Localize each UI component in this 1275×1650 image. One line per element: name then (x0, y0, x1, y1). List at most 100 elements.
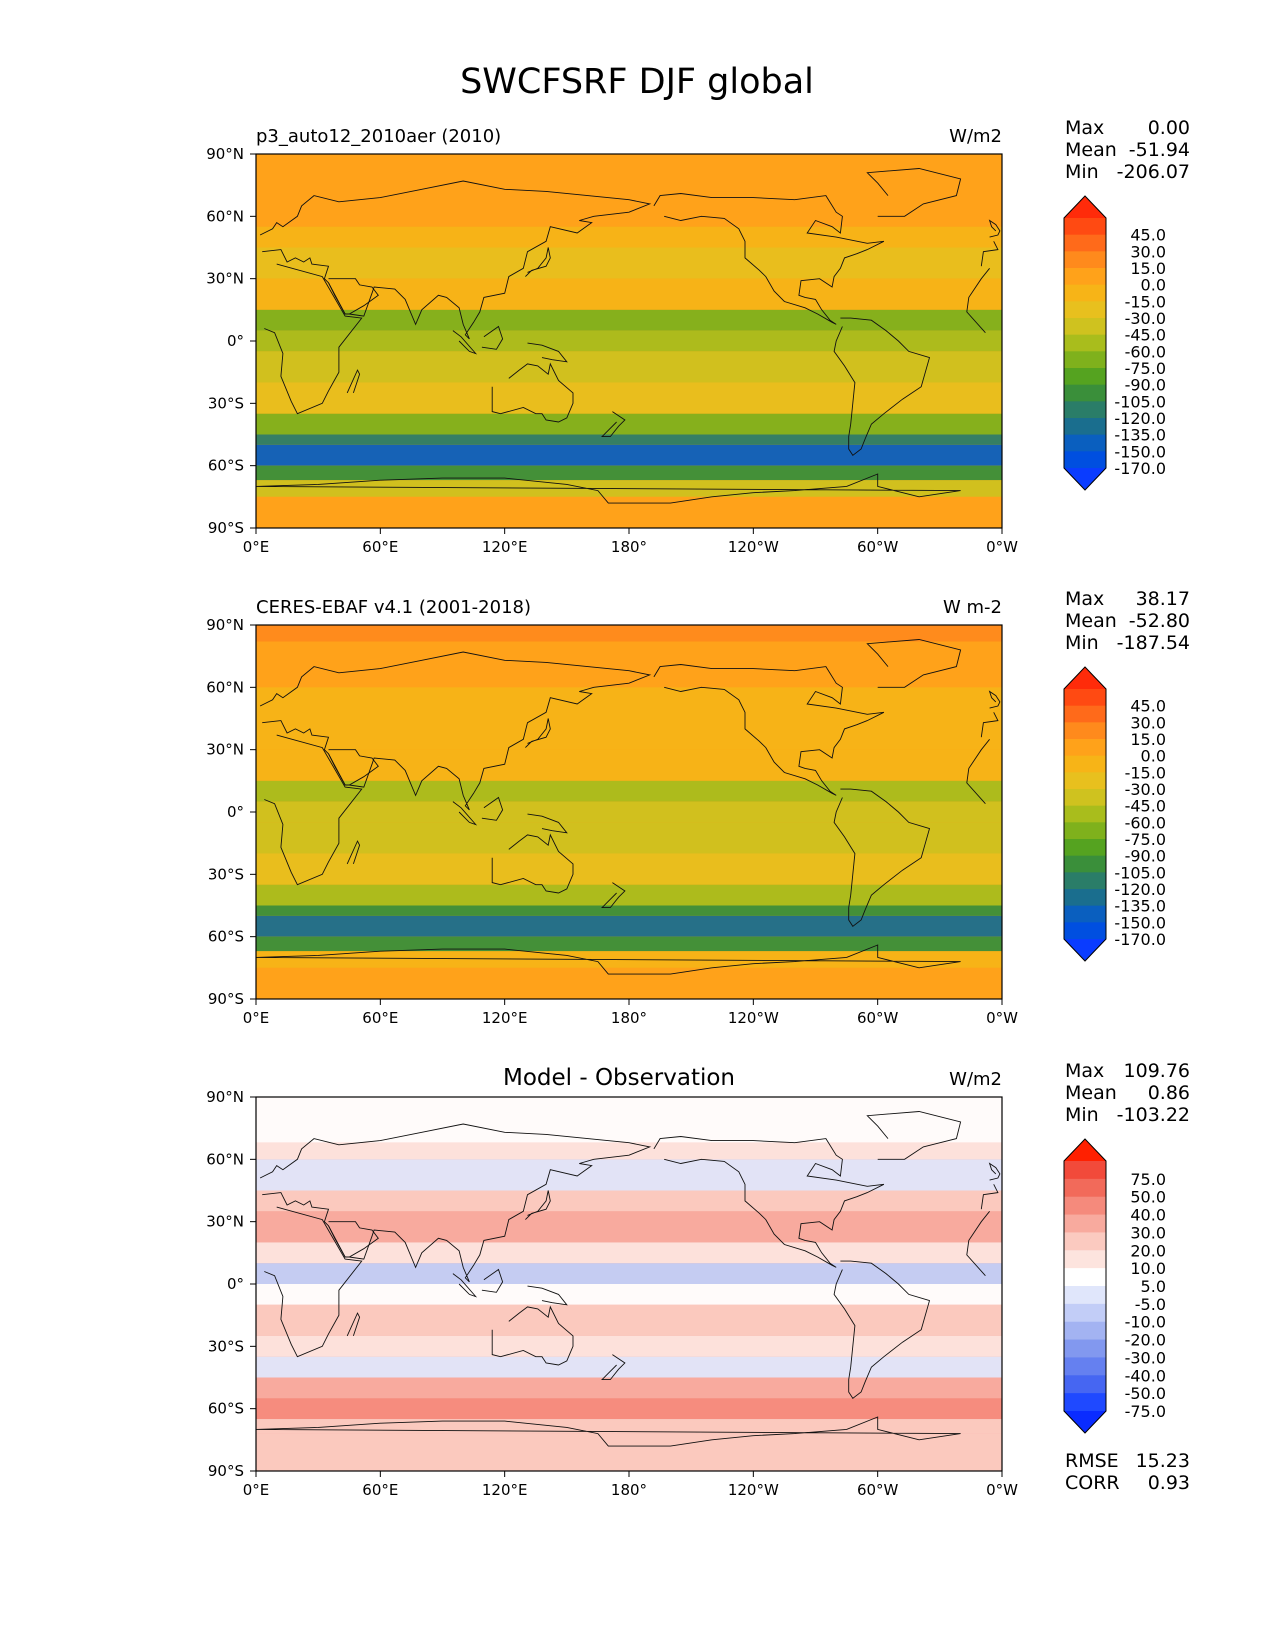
colorbar-label: 15.0 (1130, 259, 1166, 278)
lat-tick-label: 30°S (208, 865, 244, 883)
colorbar: 45.030.015.00.0-15.0-30.0-45.0-60.0-75.0… (1063, 195, 1166, 491)
lon-tick-label: 60°E (362, 538, 398, 556)
field-band (256, 1433, 1002, 1471)
stat-label: Mean (1065, 610, 1117, 632)
colorbar-extend-min (1064, 468, 1106, 490)
colorbar-label: -50.0 (1125, 1384, 1166, 1403)
colorbar-label: -30.0 (1125, 780, 1166, 799)
lat-tick-label: 0° (227, 332, 244, 350)
coastline (491, 833, 574, 894)
field-band (256, 195, 1002, 227)
field-band (256, 444, 1002, 466)
colorbar-bin (1064, 318, 1106, 336)
colorbar-bin (1064, 855, 1106, 873)
stat-value: -52.80 (1129, 610, 1190, 632)
colorbar-bin (1064, 1286, 1106, 1305)
lon-tick-label: 60°W (857, 1009, 899, 1027)
colorbar-bin (1064, 1250, 1106, 1269)
field-band (256, 1284, 1002, 1305)
field-band (256, 884, 1002, 906)
stat-label: Max (1065, 1060, 1104, 1082)
colorbar-bin (1064, 401, 1106, 419)
colorbar-label: -60.0 (1125, 813, 1166, 832)
stat-value: 0.86 (1148, 1082, 1190, 1104)
colorbar-label: 45.0 (1130, 226, 1166, 245)
colorbar-label: -120.0 (1114, 880, 1166, 899)
field-band (256, 309, 1002, 331)
colorbar-bin (1064, 218, 1106, 236)
coastline (346, 369, 361, 394)
field-band (256, 1211, 1002, 1243)
panel-title: Model - Observation (503, 1065, 735, 1091)
coastline (833, 1260, 931, 1399)
coastline (264, 734, 990, 886)
field-band (256, 641, 1002, 688)
colorbar-label: 50.0 (1130, 1188, 1166, 1207)
field-band (256, 801, 1002, 823)
colorbar-bin (1064, 301, 1106, 319)
stat-label: CORR (1065, 1472, 1120, 1494)
coastline (866, 639, 962, 688)
colorbar-bin (1064, 739, 1106, 757)
figure-title: SWCFSRF DJF global (460, 62, 814, 102)
field-band (256, 1242, 1002, 1264)
stat-value: -103.22 (1117, 1104, 1190, 1126)
stat-value: 0.93 (1148, 1472, 1190, 1494)
coastline (833, 317, 931, 456)
lat-tick-label: 90°N (206, 145, 244, 163)
coastline (525, 1190, 551, 1220)
stat-value: 38.17 (1136, 588, 1190, 610)
field-band (256, 687, 1002, 719)
colorbar-label: -170.0 (1114, 459, 1166, 478)
colorbar-bin (1064, 351, 1106, 369)
colorbar-label: 30.0 (1130, 1223, 1166, 1242)
panel-title: CERES-EBAF v4.1 (2001-2018) (256, 597, 531, 618)
lat-tick-label: 60°S (208, 457, 244, 475)
colorbar-extend-max (1064, 667, 1106, 689)
colorbar-bin (1064, 1178, 1106, 1198)
field-band (256, 822, 1002, 854)
colorbar-label: -30.0 (1125, 1348, 1166, 1367)
field-band (256, 434, 1002, 445)
lon-tick-label: 120°W (728, 1009, 779, 1027)
colorbar-label: 45.0 (1130, 697, 1166, 716)
field-band (256, 1263, 1002, 1284)
coastline (653, 664, 885, 796)
colorbar-label: 75.0 (1130, 1170, 1166, 1189)
field-band (256, 496, 1002, 528)
colorbar-bin (1064, 1339, 1106, 1358)
panel-title: p3_auto12_2010aer (2010) (256, 126, 501, 147)
stat-value: 0.00 (1148, 117, 1190, 139)
coastline (328, 1221, 379, 1258)
field-band (256, 1142, 1002, 1160)
colorbar-label: -10.0 (1125, 1313, 1166, 1332)
colorbar-bin (1064, 722, 1106, 740)
field-band (256, 915, 1002, 937)
field-band (256, 247, 1002, 279)
colorbar-label: -60.0 (1125, 342, 1166, 361)
colorbar-bin (1064, 268, 1106, 286)
lon-tick-label: 0°W (986, 1481, 1018, 1499)
coastline (491, 1305, 574, 1366)
field-band (256, 1398, 1002, 1420)
field-band (256, 780, 1002, 802)
lat-tick-label: 30°N (206, 741, 244, 759)
field-band (256, 154, 1002, 196)
coastline (601, 1354, 626, 1381)
lon-tick-label: 60°E (362, 1481, 398, 1499)
field-band (256, 718, 1002, 750)
lon-tick-label: 0°W (986, 1009, 1018, 1027)
colorbar-bin (1064, 284, 1106, 302)
colorbar-bin (1064, 1232, 1106, 1251)
lat-tick-label: 60°S (208, 928, 244, 946)
lat-tick-label: 30°S (208, 394, 244, 412)
coastline (346, 1312, 361, 1337)
colorbar-bin (1064, 434, 1106, 452)
colorbar-label: -105.0 (1114, 392, 1166, 411)
coastline (653, 1136, 885, 1268)
panel-units: W m-2 (943, 597, 1002, 618)
colorbar-bin (1064, 1357, 1106, 1376)
lat-tick-label: 60°N (206, 1150, 244, 1168)
lon-tick-label: 120°E (482, 538, 528, 556)
